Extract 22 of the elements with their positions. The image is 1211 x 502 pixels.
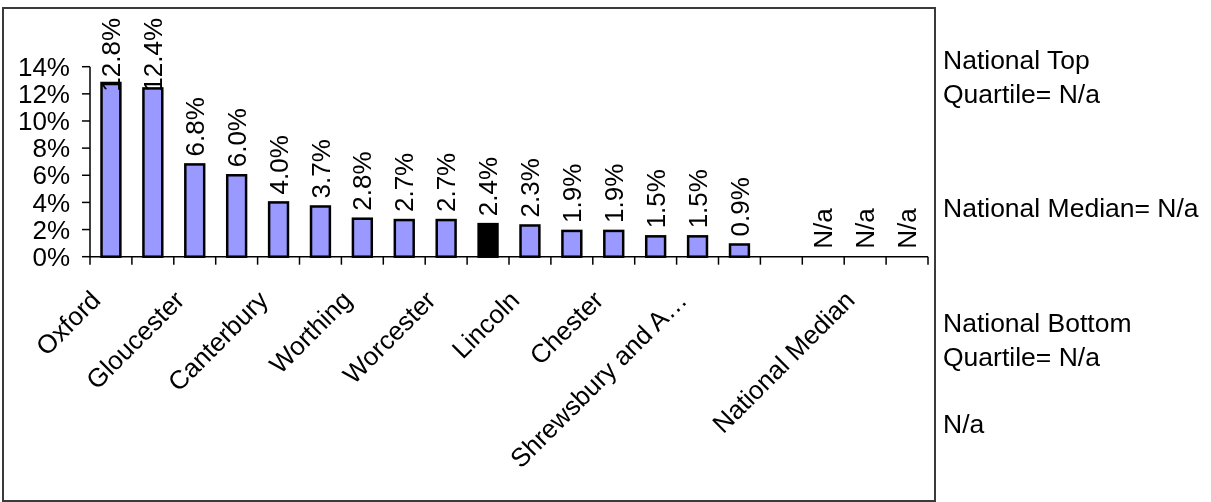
- data-label: 1.5%: [682, 169, 713, 229]
- data-label: 12.4%: [137, 17, 168, 92]
- text: National Bottom Quartile= N/a: [943, 308, 1132, 373]
- data-label: 6.8%: [179, 97, 210, 157]
- data-label: 6.0%: [221, 108, 252, 168]
- data-label: 1.9%: [556, 163, 587, 223]
- data-label: 4.0%: [263, 135, 294, 195]
- text: National Median= N/a: [943, 193, 1199, 224]
- data-label: 0.9%: [724, 177, 755, 237]
- data-label: 2.4%: [473, 156, 504, 217]
- text: N/a: [808, 208, 839, 249]
- data-label: 2.7%: [431, 152, 462, 213]
- data-label: 3.7%: [305, 139, 336, 199]
- data-label: 2.8%: [347, 151, 378, 211]
- data-label: 1.5%: [640, 169, 671, 229]
- data-label: 1.9%: [598, 163, 629, 223]
- data-label: 2.7%: [389, 152, 420, 213]
- text: N/a: [850, 208, 881, 249]
- data-label: 2.3%: [515, 158, 546, 218]
- text: N/a: [943, 409, 985, 440]
- text: National Top Quartile= N/a: [943, 45, 1101, 110]
- text: N/a: [892, 208, 923, 249]
